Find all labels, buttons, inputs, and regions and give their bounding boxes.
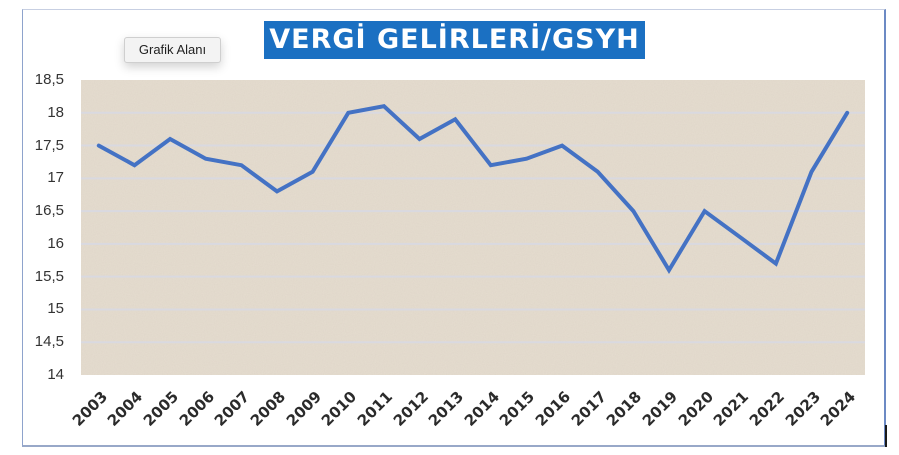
y-tick-label: 14,5 [34,333,64,351]
plot-texture [81,80,865,375]
y-tick-label: 15,5 [34,267,64,285]
y-tick-label: 18,5 [34,71,64,88]
y-tick-label: 17,5 [34,136,64,154]
y-tick-label: 18 [47,103,64,121]
data-line[interactable] [96,104,850,274]
resize-handle[interactable] [885,425,887,447]
y-tick-label: 17 [47,169,64,187]
y-tick-label: 16,5 [34,202,64,220]
gridlines [81,111,865,344]
chart-title: VERGİ GELİRLERİ/GSYH [264,21,645,59]
chart-area-tooltip: Grafik Alanı [124,37,221,63]
y-tick-label: 14 [47,366,64,383]
y-tick-label: 16 [47,234,64,252]
y-tick-label: 15 [47,300,64,318]
